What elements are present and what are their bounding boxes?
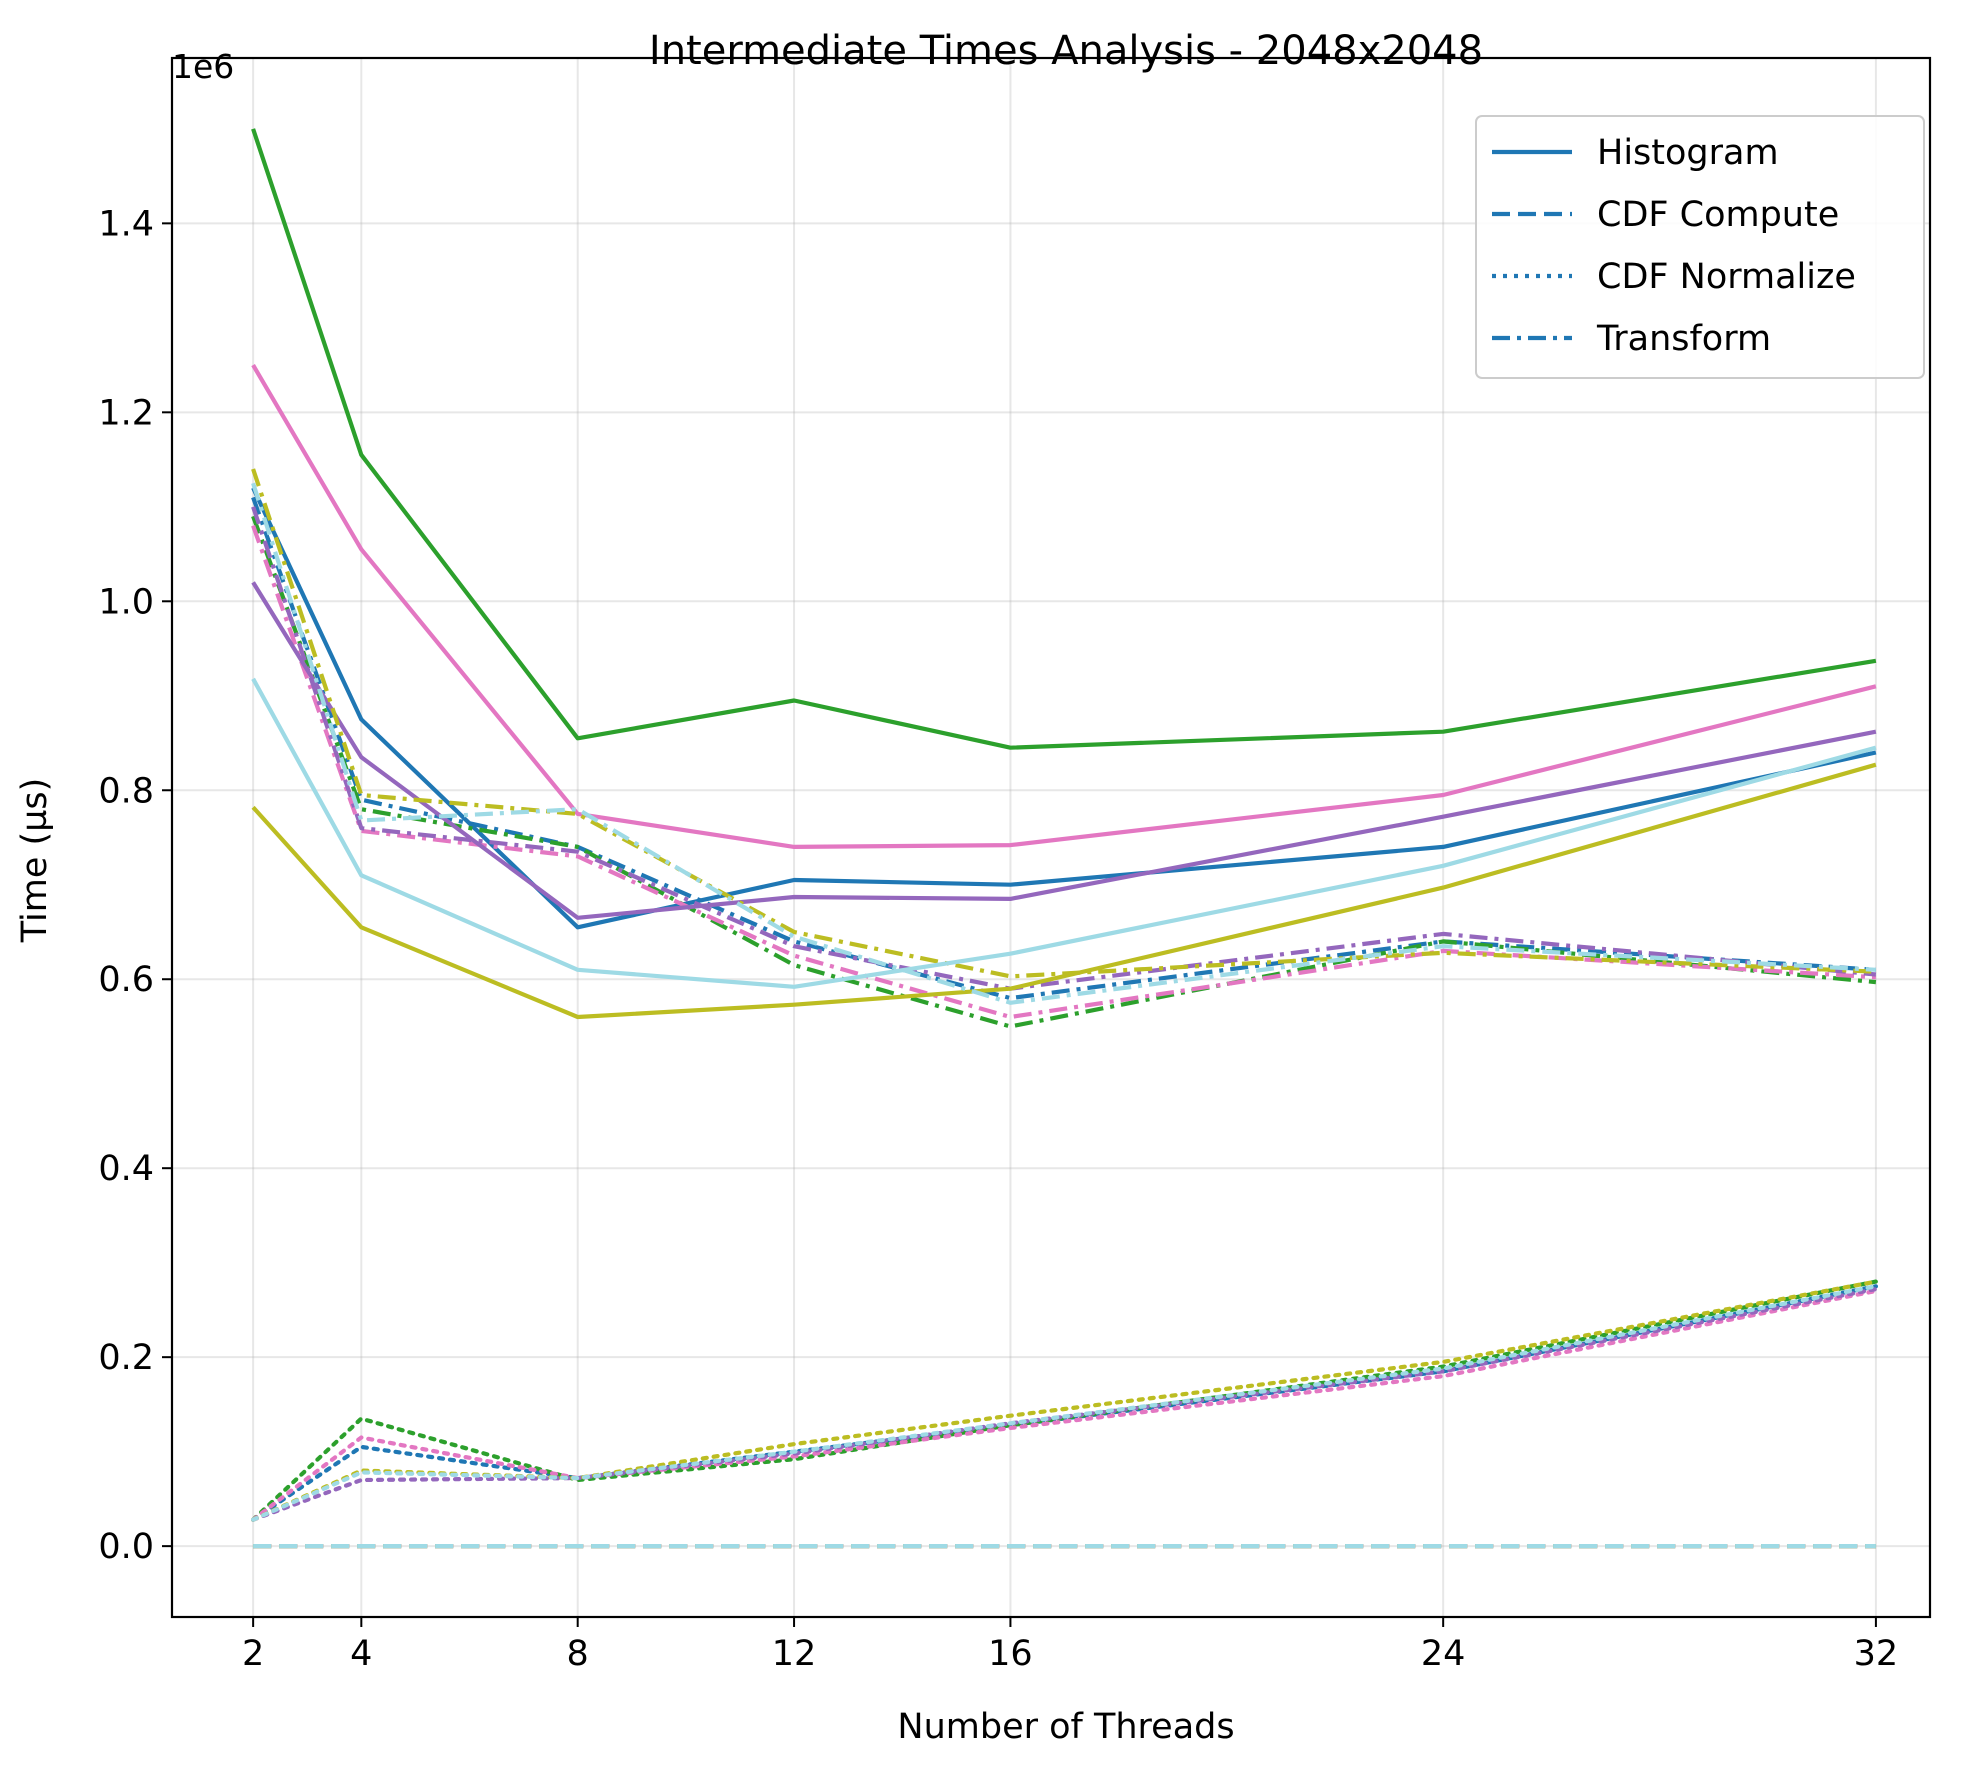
y-axis-label: Time (µs) (15, 778, 55, 944)
x-tick-label: 2 (242, 1634, 264, 1674)
x-tick-label: 4 (350, 1634, 372, 1674)
chart-title: Intermediate Times Analysis - 2048x2048 (649, 28, 1483, 74)
series-line-12-solid (251, 581, 1877, 920)
series-line-16-solid (251, 762, 1877, 1020)
series-line-6-dotted (251, 1279, 1879, 1522)
series-line-23-dashdot (251, 482, 1877, 1005)
x-tick-label: 32 (1854, 1634, 1899, 1674)
y-tick-label: 0.4 (98, 1149, 154, 1189)
series-line-20-solid (251, 677, 1877, 989)
x-tick-label: 24 (1421, 1634, 1466, 1674)
x-tick-label: 12 (772, 1634, 817, 1674)
x-axis-label: Number of Threads (897, 1707, 1234, 1747)
x-tick-label: 16 (988, 1634, 1033, 1674)
y-tick-label: 0.0 (98, 1527, 154, 1567)
legend-label: CDF Compute (1597, 195, 1839, 235)
series-line-8-solid (251, 364, 1877, 850)
series-line-0-solid (251, 487, 1877, 930)
y-tick-label: 1.4 (98, 204, 154, 244)
legend-label: Transform (1596, 319, 1771, 359)
y-tick-label: 0.6 (98, 960, 154, 1000)
series-group (251, 128, 1879, 1549)
y-tick-label: 1.0 (98, 582, 154, 622)
legend-label: Histogram (1597, 133, 1779, 173)
ticks: 2 4 8 12 16 24 320.00.20.40.60.81.01.21.4 (98, 204, 1898, 1674)
legend: Histogram CDF Compute CDF Normalize Transfo… (1475, 115, 1925, 379)
series-line-11-dashdot (251, 524, 1877, 1020)
series-line-19-dashdot (251, 468, 1876, 979)
y-tick-label: 0.8 (98, 771, 154, 811)
series-line-7-dashdot (251, 515, 1877, 1029)
series-line-15-dashdot (251, 506, 1877, 991)
series-line-22-dotted (251, 1284, 1879, 1522)
series-line-4-solid (251, 128, 1877, 750)
legend-box (1475, 115, 1925, 379)
series-line-18-dotted (251, 1279, 1879, 1522)
series-line-10-dotted (251, 1288, 1879, 1522)
legend-label: CDF Normalize (1597, 257, 1856, 297)
plot-frame (170, 56, 1932, 1619)
x-tick-label: 8 (567, 1634, 589, 1674)
y-offset-label: 1e6 (172, 47, 234, 86)
y-tick-label: 1.2 (98, 393, 154, 433)
y-tick-label: 0.2 (98, 1338, 154, 1378)
